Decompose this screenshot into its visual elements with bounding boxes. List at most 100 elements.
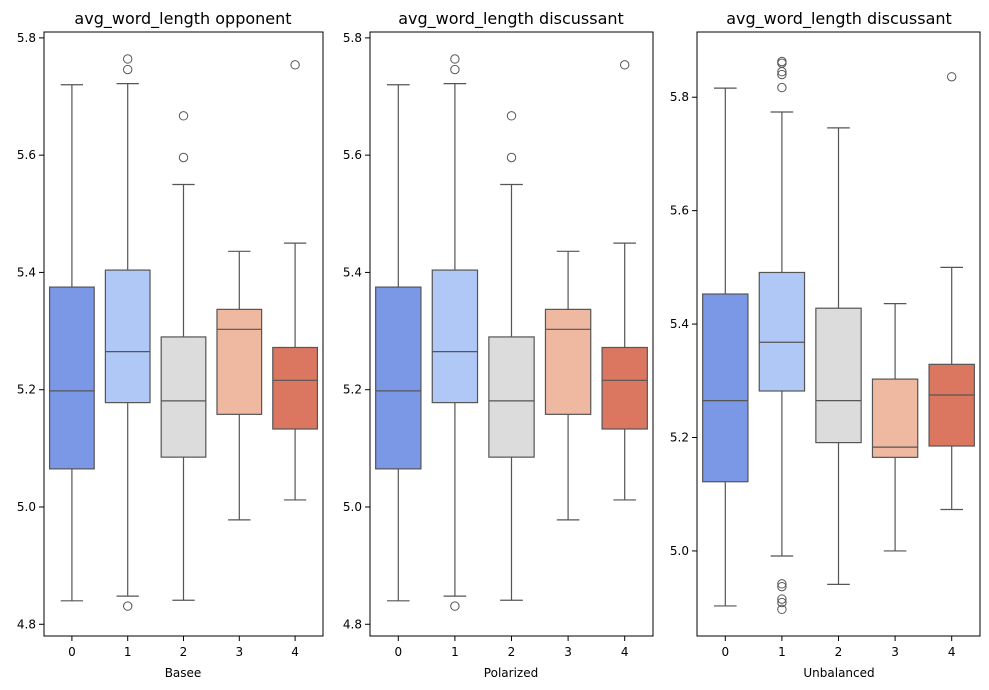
- box-category-4: [928, 72, 975, 511]
- outlier-point: [506, 152, 517, 163]
- iqr-box: [928, 363, 975, 447]
- box-category-0: [702, 87, 749, 607]
- y-tick-label: 5.0: [670, 544, 689, 558]
- plot-area: [48, 54, 319, 611]
- y-tick-label: 4.8: [17, 617, 36, 631]
- box-category-4: [272, 60, 319, 501]
- plot-area: [702, 56, 975, 615]
- iqr-box: [375, 286, 422, 470]
- plot-area: [375, 54, 648, 611]
- x-tick-label: 2: [835, 645, 843, 659]
- box-category-0: [48, 84, 95, 602]
- x-tick-label: 4: [948, 645, 956, 659]
- box-category-3: [871, 303, 919, 552]
- box-category-3: [544, 250, 592, 521]
- x-axis-label: Unbalanced: [803, 666, 874, 680]
- outlier-point: [777, 579, 787, 589]
- iqr-box: [488, 336, 535, 458]
- y-tick-label: 5.8: [670, 90, 689, 104]
- y-tick-label: 5.2: [343, 383, 362, 397]
- iqr-box: [702, 293, 749, 483]
- outlier-point: [777, 604, 787, 615]
- outlier-point: [777, 56, 787, 67]
- outlier-point: [620, 60, 630, 70]
- iqr-box: [160, 336, 207, 458]
- iqr-box: [431, 269, 479, 404]
- x-tick-label: 1: [124, 645, 132, 659]
- y-tick-label: 5.4: [17, 265, 36, 279]
- y-tick-label: 5.4: [670, 317, 689, 331]
- outlier-point: [450, 64, 460, 75]
- panel-title: avg_word_length opponent: [74, 9, 291, 29]
- iqr-box: [104, 269, 151, 404]
- panel-unbalanced: avg_word_length discussant 5.05.25.45.65…: [670, 9, 981, 680]
- iqr-box: [758, 271, 806, 392]
- x-tick-label: 1: [778, 645, 786, 659]
- iqr-box: [544, 308, 592, 415]
- y-tick-label: 4.8: [343, 617, 362, 631]
- x-tick-label: 3: [891, 645, 899, 659]
- x-tick-label: 4: [621, 645, 629, 659]
- box-category-1: [758, 56, 806, 615]
- iqr-box: [48, 286, 95, 470]
- outlier-point: [123, 601, 133, 611]
- box-category-0: [375, 84, 422, 602]
- outlier-point: [178, 152, 189, 163]
- outlier-point: [777, 82, 787, 93]
- axes-frame: [369, 31, 654, 637]
- outlier-point: [450, 54, 460, 64]
- iqr-box: [815, 307, 862, 444]
- x-axis: 0 1 2 3 4: [394, 636, 629, 659]
- y-tick-label: 5.8: [343, 31, 362, 45]
- x-tick-label: 1: [451, 645, 459, 659]
- x-axis: 0 1 2 3 4: [721, 636, 956, 659]
- outlier-point: [777, 581, 787, 592]
- y-tick-label: 5.0: [343, 500, 362, 514]
- outlier-point: [290, 60, 300, 70]
- x-axis-label: Basee: [165, 666, 202, 680]
- x-tick-label: 3: [235, 645, 243, 659]
- outlier-point: [777, 69, 787, 80]
- y-axis: 5.0 5.2 5.4 5.6 5.8: [670, 90, 697, 558]
- box-category-2: [488, 111, 535, 601]
- y-axis: 4.8 5.0 5.2 5.4 5.6 5.8: [343, 31, 370, 631]
- iqr-box: [216, 308, 263, 415]
- outlier-point: [777, 597, 787, 608]
- box-category-1: [431, 54, 479, 611]
- outlier-point: [178, 111, 189, 121]
- outlier-point: [123, 54, 133, 64]
- box-category-3: [216, 250, 263, 521]
- box-category-2: [160, 111, 207, 601]
- x-tick-label: 0: [68, 645, 76, 659]
- x-tick-label: 0: [394, 645, 402, 659]
- y-tick-label: 5.6: [670, 204, 689, 218]
- y-tick-label: 5.6: [17, 148, 36, 162]
- box-category-2: [815, 127, 862, 585]
- outlier-point: [123, 64, 133, 75]
- x-axis: 0 1 2 3 4: [68, 636, 299, 659]
- x-tick-label: 4: [291, 645, 299, 659]
- panel-title: avg_word_length discussant: [398, 9, 624, 29]
- x-tick-label: 0: [721, 645, 729, 659]
- panel-basee: avg_word_length opponent 4.8 5.0 5.2 5.4 5.6…: [17, 9, 324, 680]
- y-tick-label: 5.0: [17, 500, 36, 514]
- outlier-point: [506, 111, 517, 121]
- y-tick-label: 5.6: [343, 148, 362, 162]
- x-tick-label: 2: [180, 645, 188, 659]
- y-tick-label: 5.4: [343, 265, 362, 279]
- y-tick-label: 5.2: [670, 431, 689, 445]
- iqr-box: [871, 378, 919, 458]
- x-tick-label: 3: [564, 645, 572, 659]
- iqr-box: [272, 346, 319, 430]
- axes-frame: [696, 31, 981, 637]
- x-tick-label: 2: [508, 645, 516, 659]
- box-category-1: [104, 54, 151, 611]
- y-axis: 4.8 5.0 5.2 5.4 5.6 5.8: [17, 31, 44, 631]
- box-category-4: [601, 60, 648, 501]
- outlier-point: [947, 72, 957, 82]
- iqr-box: [601, 346, 648, 430]
- y-tick-label: 5.8: [17, 31, 36, 45]
- panel-title: avg_word_length discussant: [726, 9, 952, 29]
- outlier-point: [450, 601, 460, 611]
